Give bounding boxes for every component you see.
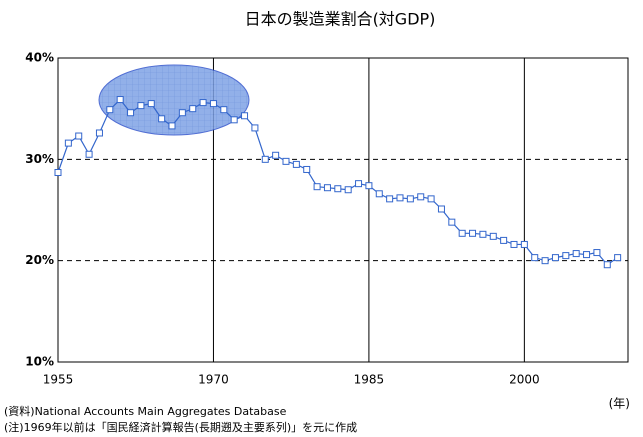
chart-title: 日本の製造業割合(対GDP) (245, 10, 436, 29)
marker (292, 160, 300, 168)
marker (396, 194, 404, 202)
marker (241, 112, 249, 120)
marker (313, 183, 321, 191)
marker (614, 254, 622, 262)
marker (520, 240, 528, 248)
marker (458, 229, 466, 237)
marker (209, 100, 217, 108)
marker (500, 236, 508, 244)
marker (603, 261, 611, 269)
marker (178, 109, 186, 117)
marker (137, 102, 145, 110)
highlight-ellipse (98, 64, 250, 136)
marker (375, 190, 383, 198)
x-tick-label: 2000 (509, 373, 540, 387)
marker (323, 184, 331, 192)
marker (199, 99, 207, 107)
marker (147, 100, 155, 108)
marker (479, 230, 487, 238)
note: (注)1969年以前は「国民経済計算報告(長期遡及主要系列)」を元に作成 (4, 420, 357, 434)
marker (510, 240, 518, 248)
marker (427, 195, 435, 203)
marker (95, 129, 103, 137)
marker (417, 193, 425, 201)
y-tick-label: 30% (25, 152, 54, 166)
x-tick-label: 1985 (354, 373, 385, 387)
x-tick-label: 1970 (198, 373, 229, 387)
marker (54, 169, 62, 177)
marker (406, 195, 414, 203)
note: (資料)National Accounts Main Aggregates Da… (4, 404, 287, 418)
marker (251, 124, 259, 132)
marker (168, 122, 176, 130)
marker (127, 109, 135, 117)
marker (272, 151, 280, 159)
marker (365, 182, 373, 190)
marker (541, 257, 549, 265)
marker (220, 106, 228, 114)
x-axis-label: (年) (609, 397, 630, 411)
marker (334, 185, 342, 193)
marker (531, 254, 539, 262)
marker (448, 218, 456, 226)
marker (593, 249, 601, 257)
x-tick-label: 1955 (43, 373, 74, 387)
marker (572, 250, 580, 258)
marker (64, 139, 72, 147)
marker (489, 232, 497, 240)
marker (562, 252, 570, 260)
marker (230, 116, 238, 124)
marker (282, 157, 290, 165)
marker (386, 195, 394, 203)
marker (189, 105, 197, 113)
marker (116, 96, 124, 104)
marker (303, 165, 311, 173)
y-tick-label: 40% (25, 51, 54, 65)
marker (158, 115, 166, 123)
marker (344, 186, 352, 194)
marker (469, 229, 477, 237)
marker (583, 251, 591, 259)
marker (261, 155, 269, 163)
marker (437, 205, 445, 213)
marker (75, 132, 83, 140)
marker (551, 254, 559, 262)
marker (106, 106, 114, 114)
y-tick-label: 20% (25, 253, 54, 267)
marker (85, 150, 93, 158)
y-tick-label: 10% (25, 355, 54, 369)
marker (355, 180, 363, 188)
